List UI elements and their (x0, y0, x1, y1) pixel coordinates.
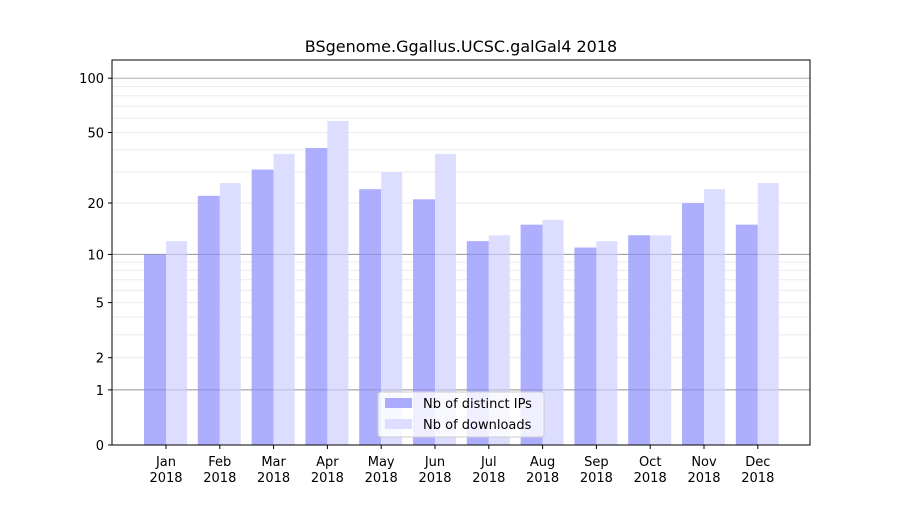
bar-ips (197, 195, 220, 445)
x-tick-label: Jul 2018 (472, 455, 505, 486)
bar-downloads (327, 120, 349, 445)
legend-swatch (385, 398, 412, 408)
bar-downloads (542, 219, 564, 445)
x-tick-label: Jan 2018 (149, 455, 182, 486)
legend-swatch (385, 419, 412, 429)
bar-downloads (219, 183, 241, 445)
bar-ips (144, 254, 166, 445)
bar-ips (413, 199, 435, 445)
bar-downloads (381, 172, 403, 445)
x-tick-label: Dec 2018 (741, 455, 774, 486)
y-tick-label: 5 (96, 297, 104, 312)
bar-ips (574, 247, 597, 445)
axes-frame (111, 59, 811, 446)
bar-ips (251, 169, 274, 445)
y-tick-label: 1 (96, 384, 104, 399)
bar-downloads (273, 153, 295, 445)
bar-ips (520, 224, 543, 445)
x-tick-label: Aug 2018 (526, 455, 559, 486)
legend-box (377, 391, 545, 438)
y-tick-label: 10 (87, 248, 104, 263)
x-tick-label: May 2018 (365, 455, 398, 486)
y-tick-label: 100 (79, 72, 104, 87)
x-tick-label: Apr 2018 (311, 455, 344, 486)
legend-label: Nb of distinct IPs (423, 397, 532, 412)
bar-downloads (757, 183, 779, 445)
x-tick-label: Jun 2018 (418, 455, 451, 486)
bar-ips (628, 235, 651, 445)
y-tick-label: 50 (87, 127, 104, 142)
bar-downloads (650, 235, 672, 445)
y-tick-label: 20 (87, 197, 104, 212)
x-tick-label: Nov 2018 (687, 455, 720, 486)
x-tick-label: Mar 2018 (257, 455, 290, 486)
bar-downloads (166, 241, 187, 445)
bar-ips (359, 189, 382, 445)
bar-downloads (596, 241, 618, 445)
y-tick-label: 0 (96, 439, 104, 454)
y-tick-label: 2 (96, 352, 104, 367)
bar-downloads (704, 189, 725, 445)
chart-title: BSgenome.Ggallus.UCSC.galGal4 2018 (305, 37, 617, 56)
bar-downloads (435, 153, 456, 445)
x-tick-label: Feb 2018 (203, 455, 236, 486)
x-tick-label: Sep 2018 (580, 455, 613, 486)
bar-ips (305, 147, 328, 445)
x-tick-label: Oct 2018 (634, 455, 667, 486)
legend-label: Nb of downloads (423, 418, 532, 433)
bar-ips (682, 203, 704, 445)
bar-ips (735, 224, 758, 445)
